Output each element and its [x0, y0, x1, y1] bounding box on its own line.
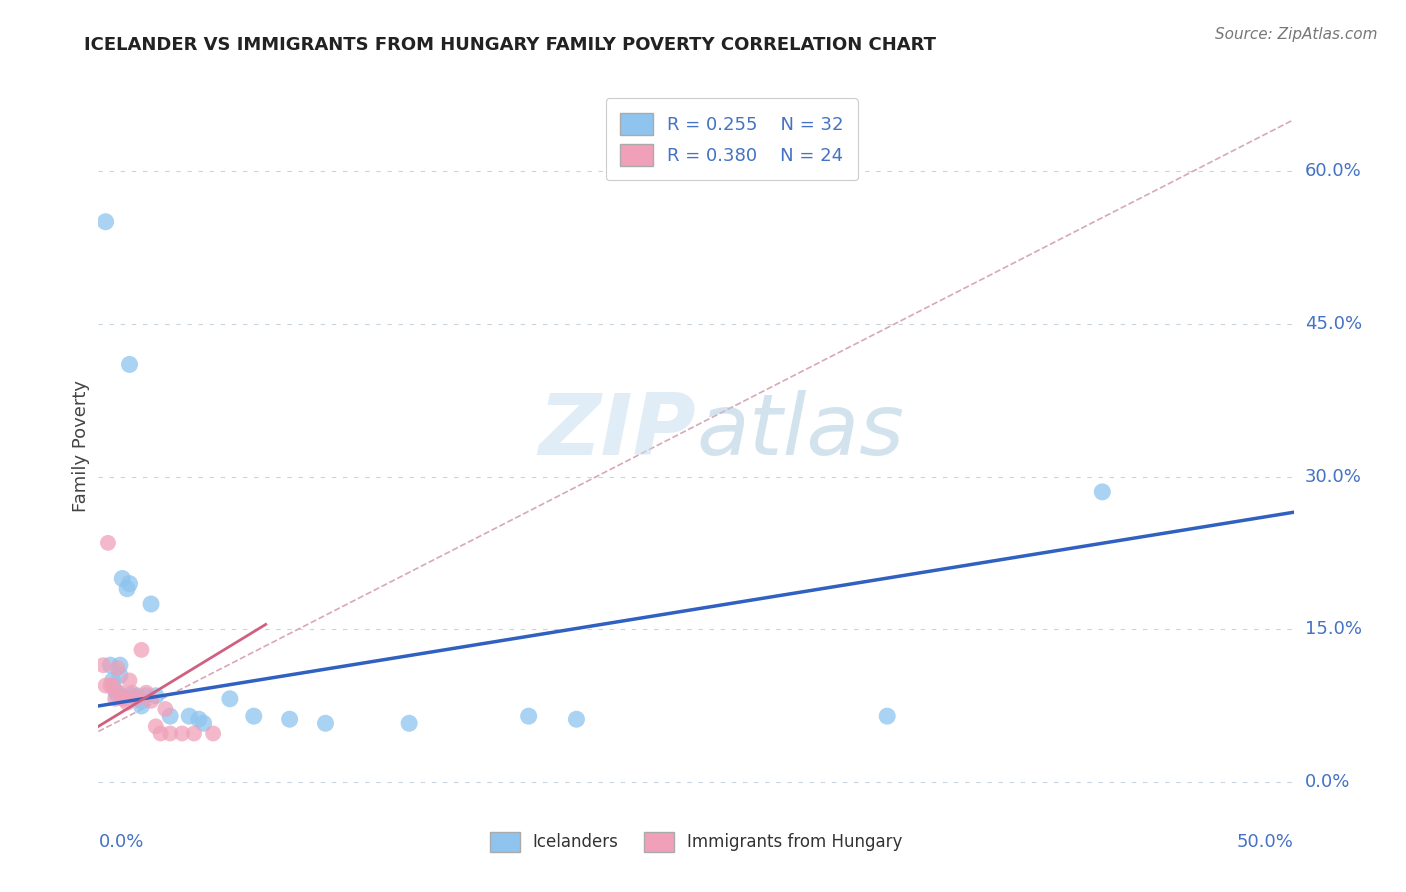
Point: [91, 658, 114, 673]
Point: [183, 726, 205, 740]
Point: [107, 661, 129, 675]
Point: [101, 673, 124, 688]
Point: [118, 673, 141, 688]
Point: [108, 668, 131, 682]
Point: [139, 597, 162, 611]
Point: [125, 689, 148, 703]
Point: [876, 709, 898, 723]
Text: Source: ZipAtlas.com: Source: ZipAtlas.com: [1215, 27, 1378, 42]
Point: [139, 694, 162, 708]
Point: [159, 726, 181, 740]
Point: [202, 726, 225, 740]
Point: [135, 686, 157, 700]
Point: [114, 691, 136, 706]
Point: [159, 709, 181, 723]
Point: [121, 689, 143, 703]
Text: 50.0%: 50.0%: [1237, 833, 1294, 851]
Text: ICELANDER VS IMMIGRANTS FROM HUNGARY FAMILY POVERTY CORRELATION CHART: ICELANDER VS IMMIGRANTS FROM HUNGARY FAM…: [84, 36, 936, 54]
Point: [278, 712, 301, 726]
Point: [108, 658, 131, 673]
Point: [172, 726, 194, 740]
Text: 0.0%: 0.0%: [1305, 773, 1350, 791]
Text: 0.0%: 0.0%: [98, 833, 143, 851]
Text: 45.0%: 45.0%: [1305, 315, 1362, 333]
Point: [1091, 484, 1114, 499]
Point: [111, 572, 134, 586]
Text: ZIP: ZIP: [538, 390, 696, 474]
Point: [149, 726, 172, 740]
Point: [517, 709, 540, 723]
Point: [187, 712, 209, 726]
Point: [155, 702, 177, 716]
Point: [107, 689, 129, 703]
Point: [131, 643, 153, 657]
Point: [94, 215, 117, 229]
Text: atlas: atlas: [696, 390, 904, 474]
Point: [219, 691, 242, 706]
Point: [565, 712, 588, 726]
Point: [98, 679, 122, 693]
Point: [121, 686, 143, 700]
Point: [104, 691, 127, 706]
Point: [98, 658, 122, 673]
Point: [398, 716, 420, 731]
Text: 30.0%: 30.0%: [1305, 467, 1361, 485]
Text: 15.0%: 15.0%: [1305, 621, 1361, 639]
Point: [104, 683, 127, 698]
Point: [315, 716, 337, 731]
Point: [193, 716, 215, 731]
Point: [145, 719, 167, 733]
Point: [101, 679, 124, 693]
Point: [131, 694, 153, 708]
Point: [108, 686, 131, 700]
Point: [118, 358, 141, 372]
Point: [111, 689, 134, 703]
Point: [131, 698, 153, 713]
Point: [243, 709, 266, 723]
Point: [179, 709, 201, 723]
Point: [94, 679, 117, 693]
Point: [145, 689, 167, 703]
Text: 60.0%: 60.0%: [1305, 161, 1361, 180]
Y-axis label: Family Poverty: Family Poverty: [72, 380, 90, 512]
Point: [111, 691, 134, 706]
Point: [97, 536, 120, 550]
Point: [115, 696, 138, 710]
Point: [115, 582, 138, 596]
Point: [118, 576, 141, 591]
Point: [135, 689, 157, 703]
Legend: Icelanders, Immigrants from Hungary: Icelanders, Immigrants from Hungary: [482, 825, 910, 859]
Point: [125, 691, 148, 706]
